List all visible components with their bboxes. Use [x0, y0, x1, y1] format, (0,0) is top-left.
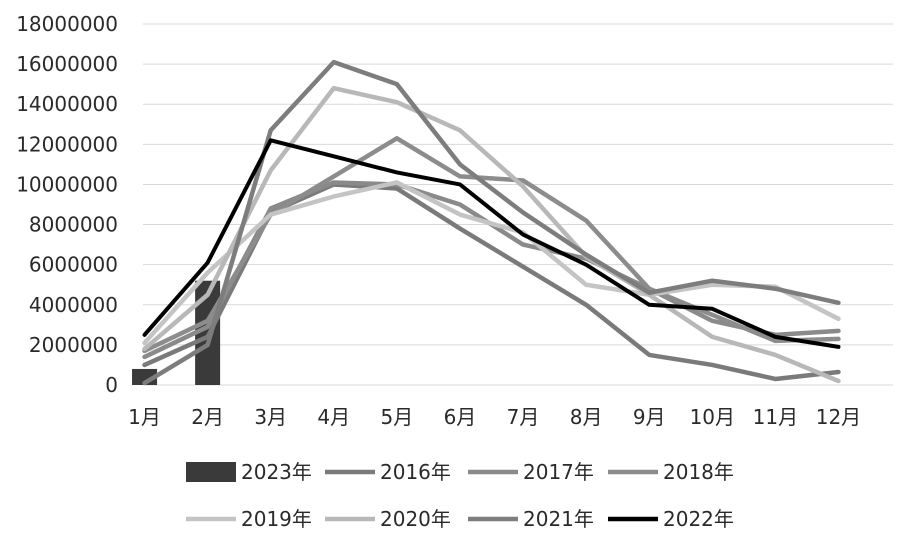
legend-item: 2022年: [608, 507, 734, 531]
y-tick-label: 12000000: [16, 132, 118, 156]
series-line-6: [142, 138, 841, 349]
x-axis-ticks: 1月 2月 3月 4月 5月 6月 7月 8月 9月 10月 11月 12月: [128, 405, 861, 429]
x-tick-label: 10月: [690, 405, 735, 429]
legend-item: 2018年: [608, 460, 734, 484]
legend-label: 2023年: [241, 460, 312, 484]
series-line-5: [142, 59, 841, 386]
legend-label: 2021年: [523, 507, 594, 531]
x-tick-label: 7月: [507, 405, 540, 429]
legend-label: 2019年: [241, 507, 312, 531]
legend-item: 2020年: [325, 507, 451, 531]
legend-item: 2021年: [468, 507, 594, 531]
legend-label: 2018年: [663, 460, 734, 484]
x-tick-label: 8月: [570, 405, 603, 429]
x-tick-label: 5月: [381, 405, 414, 429]
y-axis-ticks: 0 2000000 4000000 6000000 8000000 10000000 120…: [16, 12, 118, 397]
legend-item: 2017年: [468, 460, 594, 484]
legend-label: 2016年: [380, 460, 451, 484]
x-tick-label: 3月: [254, 405, 287, 429]
x-tick-label: 12月: [816, 405, 861, 429]
x-tick-label: 6月: [444, 405, 477, 429]
x-tick-label: 9月: [633, 405, 666, 429]
x-tick-label: 4月: [317, 405, 350, 429]
y-tick-label: 16000000: [16, 52, 118, 76]
x-tick-label: 1月: [128, 405, 161, 429]
y-tick-label: 0: [105, 373, 118, 397]
y-tick-label: 14000000: [16, 92, 118, 116]
y-tick-label: 2000000: [29, 333, 118, 357]
y-tick-label: 8000000: [29, 213, 118, 237]
legend-label: 2020年: [380, 507, 451, 531]
x-tick-label: 11月: [753, 405, 798, 429]
y-tick-label: 6000000: [29, 253, 118, 277]
y-tick-label: 4000000: [29, 293, 118, 317]
line-series: [142, 59, 841, 386]
series-line-3: [142, 180, 841, 346]
legend-label: 2022年: [663, 507, 734, 531]
legend: 2023年 2016年 2017年 2018年 2019年 2020年 2021年 2022年: [186, 460, 734, 531]
x-tick-label: 2月: [191, 405, 224, 429]
legend-swatch: [186, 462, 236, 482]
legend-label: 2017年: [523, 460, 594, 484]
legend-item: 2023年: [186, 460, 312, 484]
y-tick-label: 18000000: [16, 12, 118, 36]
legend-item: 2019年: [186, 507, 312, 531]
legend-item: 2016年: [325, 460, 451, 484]
series-line-2: [142, 136, 841, 354]
series-line-4: [142, 85, 841, 384]
y-tick-label: 10000000: [16, 172, 118, 196]
